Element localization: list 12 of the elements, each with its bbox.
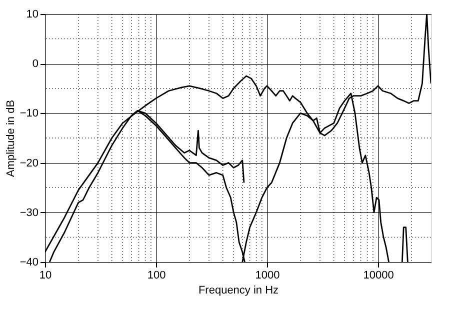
y-tick-label: −40 (20, 256, 38, 268)
y-axis-title: Amplitude in dB (4, 100, 17, 178)
y-tick-label: 10 (26, 8, 38, 20)
y-tick-label: −30 (20, 206, 38, 219)
x-tick-label: 1000 (255, 270, 280, 282)
x-tick-label: 100 (147, 270, 166, 282)
y-tick-label: −20 (20, 157, 38, 170)
y-tick-label: 0 (32, 58, 38, 70)
x-tick-label: 10 (39, 270, 52, 282)
y-tick-label: −10 (20, 108, 38, 120)
x-axis-title: Frequency in Hz (198, 284, 279, 296)
x-tick-label: 10000 (363, 270, 394, 282)
